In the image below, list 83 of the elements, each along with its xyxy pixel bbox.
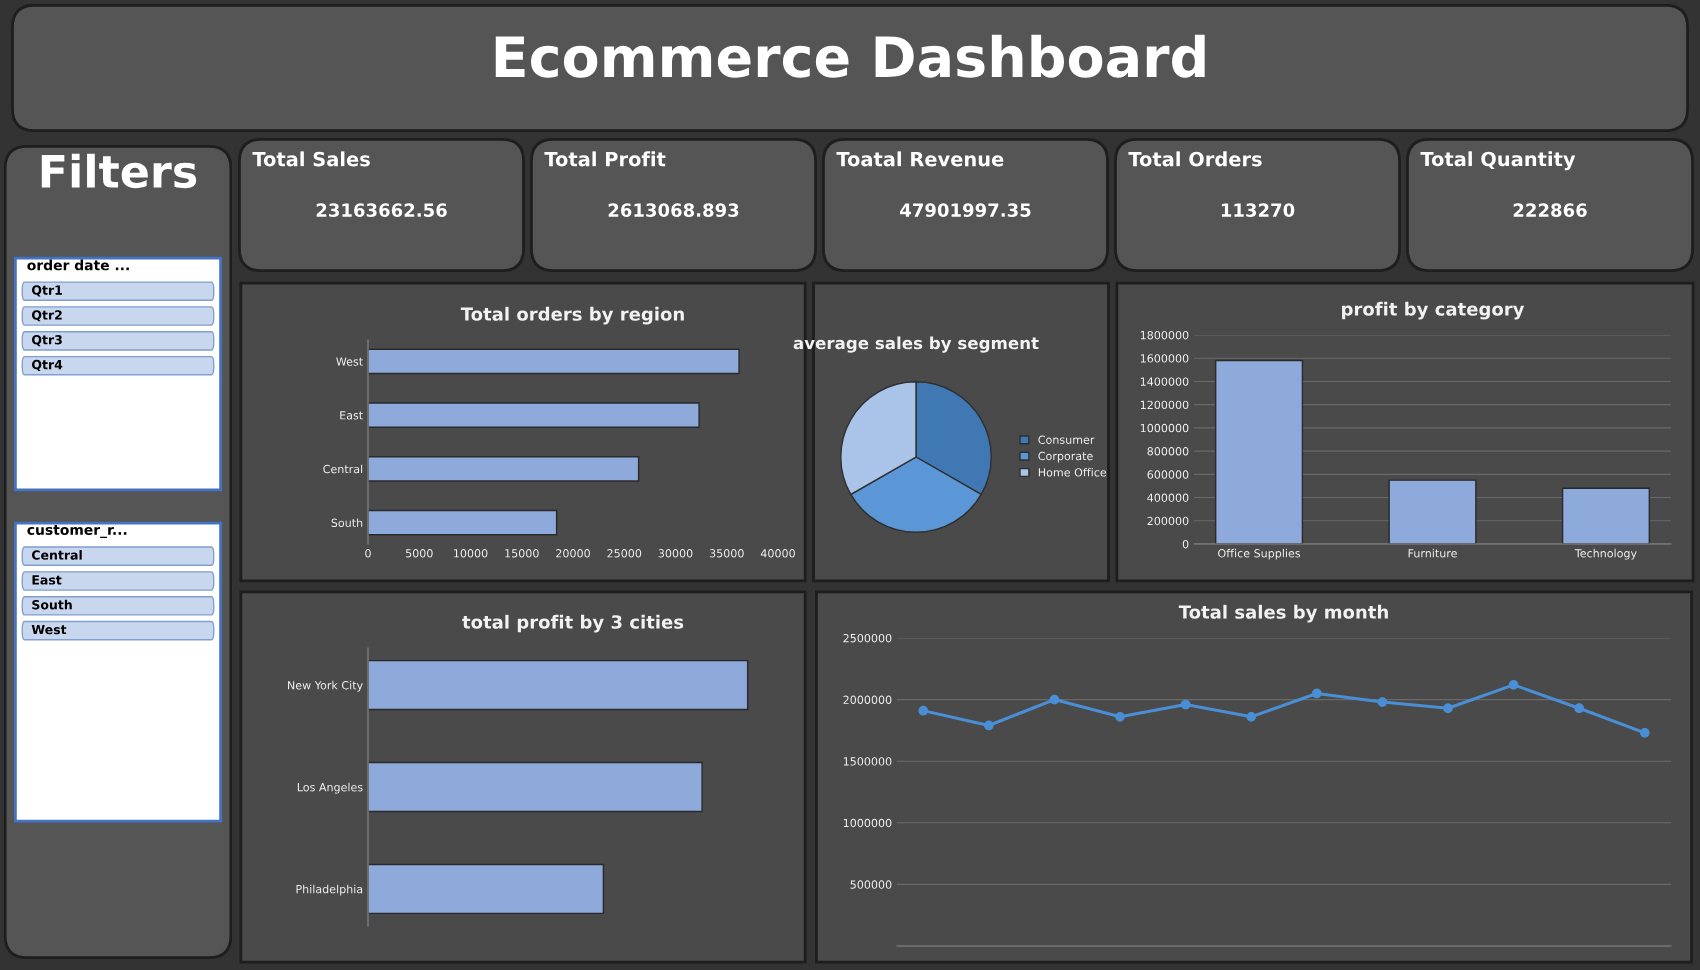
y-tick-label: 600000: [1147, 470, 1189, 479]
y-tick-label: 1600000: [1140, 354, 1189, 363]
y-tick-label: 1200000: [1140, 400, 1189, 410]
x-tick-label: 25000: [607, 549, 642, 558]
text: Toatal Revenue: [836, 151, 1004, 167]
y-tick-label: Philadelphia: [296, 884, 363, 896]
text: Total Sales: [252, 151, 370, 167]
x-tick-label: 0: [365, 549, 371, 558]
point: [1377, 697, 1388, 707]
text: Qtr3: [31, 335, 62, 347]
x-tick-label: 30000: [658, 549, 693, 558]
text: Qtr2: [31, 310, 62, 322]
text: South: [32, 599, 72, 610]
point: [1443, 703, 1453, 714]
legend-label: Consumer: [1038, 435, 1095, 444]
point: [1574, 703, 1585, 714]
legend-label: Home Office: [1038, 467, 1107, 477]
bar: [368, 402, 700, 428]
text: 23163662.56: [316, 203, 447, 217]
text: Filters: [41, 153, 197, 189]
chart-title: Total orders by region: [460, 306, 684, 325]
point: [1639, 728, 1650, 738]
bar: [368, 348, 740, 375]
text: Central: [31, 550, 82, 560]
y-tick-label: West: [336, 357, 363, 366]
x-tick-label: 40000: [760, 549, 795, 558]
text: Qtr4: [31, 359, 63, 371]
y-tick-label: Central: [323, 464, 363, 474]
text: Total Profit: [544, 151, 666, 167]
y-tick-label: 200000: [1147, 516, 1189, 526]
point: [1115, 711, 1125, 722]
point: [1246, 711, 1257, 722]
x-tick-label: 10000: [454, 549, 488, 558]
text: 113270: [1221, 203, 1295, 217]
y-tick-label: 2000000: [843, 695, 892, 704]
text: Ecommerce Dashboard: [495, 34, 1205, 78]
x-tick-label: 15000: [505, 549, 539, 558]
bar: [368, 456, 640, 482]
chart-title: profit by category: [1342, 301, 1525, 320]
text: 2613068.893: [608, 203, 739, 217]
x-tick-label: 5000: [405, 549, 433, 558]
y-tick-label: East: [340, 411, 363, 420]
y-tick-label: 1000000: [843, 818, 892, 828]
x-tick-label: Office Supplies: [1218, 548, 1301, 560]
text: Total Quantity: [1420, 151, 1576, 171]
text: customer_r...: [27, 524, 127, 539]
bar: [368, 509, 558, 536]
point: [1508, 679, 1519, 690]
x-tick-label: 20000: [556, 549, 590, 558]
chart-title: total profit by 3 cities: [462, 614, 684, 633]
bar: [1561, 487, 1651, 544]
y-tick-label: 1500000: [843, 757, 892, 766]
x-tick-label: Furniture: [1408, 548, 1457, 558]
x-tick-label: 35000: [709, 549, 744, 558]
y-tick-label: 1800000: [1140, 330, 1189, 340]
y-tick-label: Los Angeles: [297, 782, 363, 794]
text: order date ...: [27, 259, 129, 271]
text: Total Orders: [1128, 151, 1262, 167]
point: [1311, 688, 1322, 699]
y-tick-label: 500000: [850, 880, 892, 889]
text: Qtr1: [31, 285, 62, 297]
x-tick-label: Technology: [1574, 548, 1637, 560]
point: [1049, 694, 1060, 705]
chart-title: Total sales by month: [1178, 604, 1388, 623]
y-tick-label: 400000: [1147, 493, 1189, 502]
y-tick-label: New York City: [288, 680, 363, 692]
y-tick-label: South: [331, 518, 363, 528]
chart-title: average sales by segment: [793, 336, 1039, 353]
point: [918, 705, 929, 716]
text: East: [32, 575, 62, 585]
bar: [1214, 359, 1304, 544]
point: [1180, 699, 1191, 710]
y-tick-label: 800000: [1147, 447, 1189, 456]
bar: [1388, 479, 1477, 544]
y-tick-label: 2500000: [843, 633, 892, 643]
text: 222866: [1513, 203, 1587, 217]
text: West: [31, 625, 67, 635]
text: 47901997.35: [900, 203, 1031, 217]
y-tick-label: 0: [1182, 539, 1189, 549]
y-tick-label: 1000000: [1140, 423, 1189, 433]
y-tick-label: 1400000: [1140, 377, 1189, 386]
point: [983, 720, 994, 731]
legend-label: Corporate: [1038, 451, 1093, 463]
